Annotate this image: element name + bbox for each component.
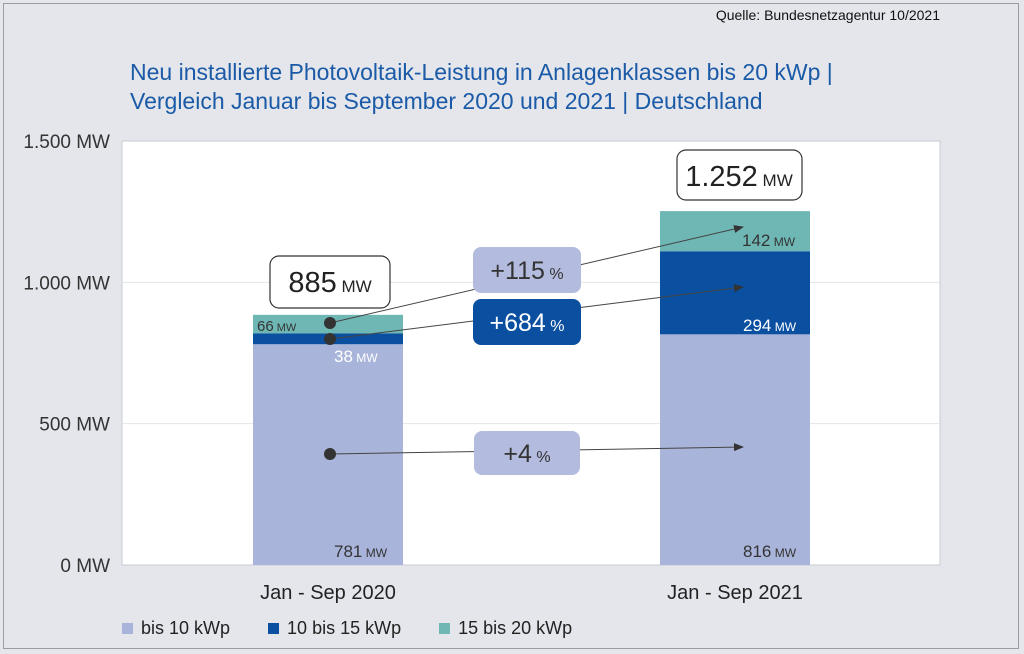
y-tick-label: 500 MW <box>39 415 110 436</box>
bar-segment <box>660 251 810 335</box>
legend: bis 10 kWp 10 bis 15 kWp 15 bis 20 kWp <box>122 618 610 639</box>
title-line-1: Neu installierte Photovoltaik-Leistung i… <box>130 59 833 85</box>
change-label: +4 % <box>503 440 550 468</box>
change-label: +115 % <box>490 257 563 285</box>
chart-frame <box>3 3 1019 649</box>
chart-title: Neu installierte Photovoltaik-Leistung i… <box>130 58 990 116</box>
legend-item-10-bis-15: 10 bis 15 kWp <box>268 618 401 639</box>
change-box <box>473 247 581 293</box>
segment-label: 38 MW <box>334 347 378 366</box>
y-tick-label: 1.500 MW <box>23 132 110 153</box>
legend-item-15-bis-20: 15 bis 20 kWp <box>439 618 572 639</box>
segment-label: 142 MW <box>742 231 796 250</box>
change-label: +684 % <box>490 309 565 337</box>
bar-segment <box>660 334 810 565</box>
legend-swatch-bis-10 <box>122 623 133 634</box>
legend-label-10-bis-15: 10 bis 15 kWp <box>287 618 402 638</box>
x-tick-label: Jan - Sep 2020 <box>260 582 396 604</box>
title-line-2: Vergleich Januar bis September 2020 und … <box>130 88 763 114</box>
segment-label: 781 MW <box>334 542 388 561</box>
legend-swatch-10-bis-15 <box>268 623 280 634</box>
total-label: 1.252 MW <box>685 161 793 193</box>
segment-label: 66 MW <box>257 318 297 335</box>
change-box <box>473 299 581 345</box>
legend-label-bis-10: bis 10 kWp <box>141 618 231 638</box>
change-arrow-dot <box>324 448 336 460</box>
segment-label: 816 MW <box>743 542 797 561</box>
legend-swatch-15-bis-20 <box>439 623 451 634</box>
legend-item-bis-10: bis 10 kWp <box>122 618 230 639</box>
total-callout-box <box>676 149 803 201</box>
change-arrow-dot <box>324 317 336 329</box>
total-label: 885 MW <box>288 267 371 299</box>
x-tick-label: Jan - Sep 2021 <box>667 582 803 604</box>
y-tick-label: 1.000 MW <box>23 273 110 294</box>
change-box <box>474 431 580 475</box>
plot-area <box>121 140 941 566</box>
segment-label: 294 MW <box>743 316 797 335</box>
source-note: Quelle: Bundesnetzagentur 10/2021 <box>715 7 940 23</box>
change-arrow-dot <box>324 333 336 345</box>
total-callout-box <box>269 255 391 309</box>
legend-label-15-bis-20: 15 bis 20 kWp <box>458 618 573 638</box>
y-tick-label: 0 MW <box>60 556 110 577</box>
